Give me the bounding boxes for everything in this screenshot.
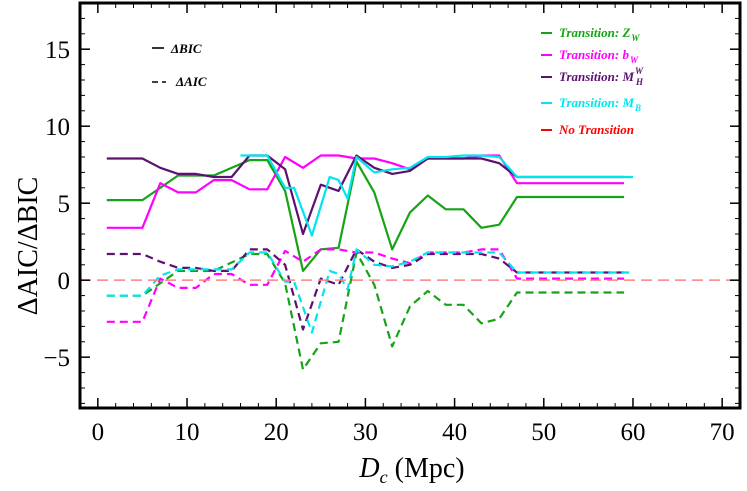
axis-ticks xyxy=(80,2,740,408)
series-line-1 xyxy=(106,154,625,229)
color-legend-label: Transition: MB xyxy=(559,95,641,113)
color-legend-label: No Transition xyxy=(558,122,634,137)
tick-labels: 0 10 20 30 40 50 60 70 −5 0 5 10 15 xyxy=(43,37,734,446)
x-tick-label: 0 xyxy=(92,419,105,446)
x-axis-title: Dc (Mpc) xyxy=(358,453,464,487)
x-tick-label: 50 xyxy=(531,419,556,446)
color-legend-label: Transition: MW H xyxy=(559,66,644,87)
plot-frame xyxy=(78,1,742,410)
style-legend-bic-label: ΔBIC xyxy=(170,41,202,56)
style-legend: ΔBIC ΔAIC xyxy=(152,41,207,89)
x-tick-label: 30 xyxy=(353,419,378,446)
y-tick-label: 15 xyxy=(45,37,70,64)
y-tick-label: 10 xyxy=(45,114,70,141)
style-legend-aic-label: ΔAIC xyxy=(175,74,207,89)
y-tick-label: −5 xyxy=(43,345,70,372)
x-tick-label: 60 xyxy=(620,419,645,446)
y-axis-title: ΔAIC/ΔBIC xyxy=(13,177,44,316)
series-line-7 xyxy=(106,248,633,334)
y-tick-label: 0 xyxy=(58,268,71,295)
series-line-4 xyxy=(106,251,625,371)
series-line-5 xyxy=(106,248,625,323)
x-tick-label: 10 xyxy=(175,419,200,446)
plot-lines xyxy=(106,154,633,371)
x-tick-label: 40 xyxy=(442,419,467,446)
x-tick-label: 70 xyxy=(710,419,735,446)
series-line-3 xyxy=(240,154,633,237)
x-tick-label: 20 xyxy=(264,419,289,446)
y-tick-label: 5 xyxy=(58,191,71,218)
color-legend-label: Transition: bW xyxy=(559,47,639,65)
series-line-6 xyxy=(106,248,625,331)
series-line-2 xyxy=(106,154,625,236)
color-legend-label: Transition: ZW xyxy=(559,25,640,43)
